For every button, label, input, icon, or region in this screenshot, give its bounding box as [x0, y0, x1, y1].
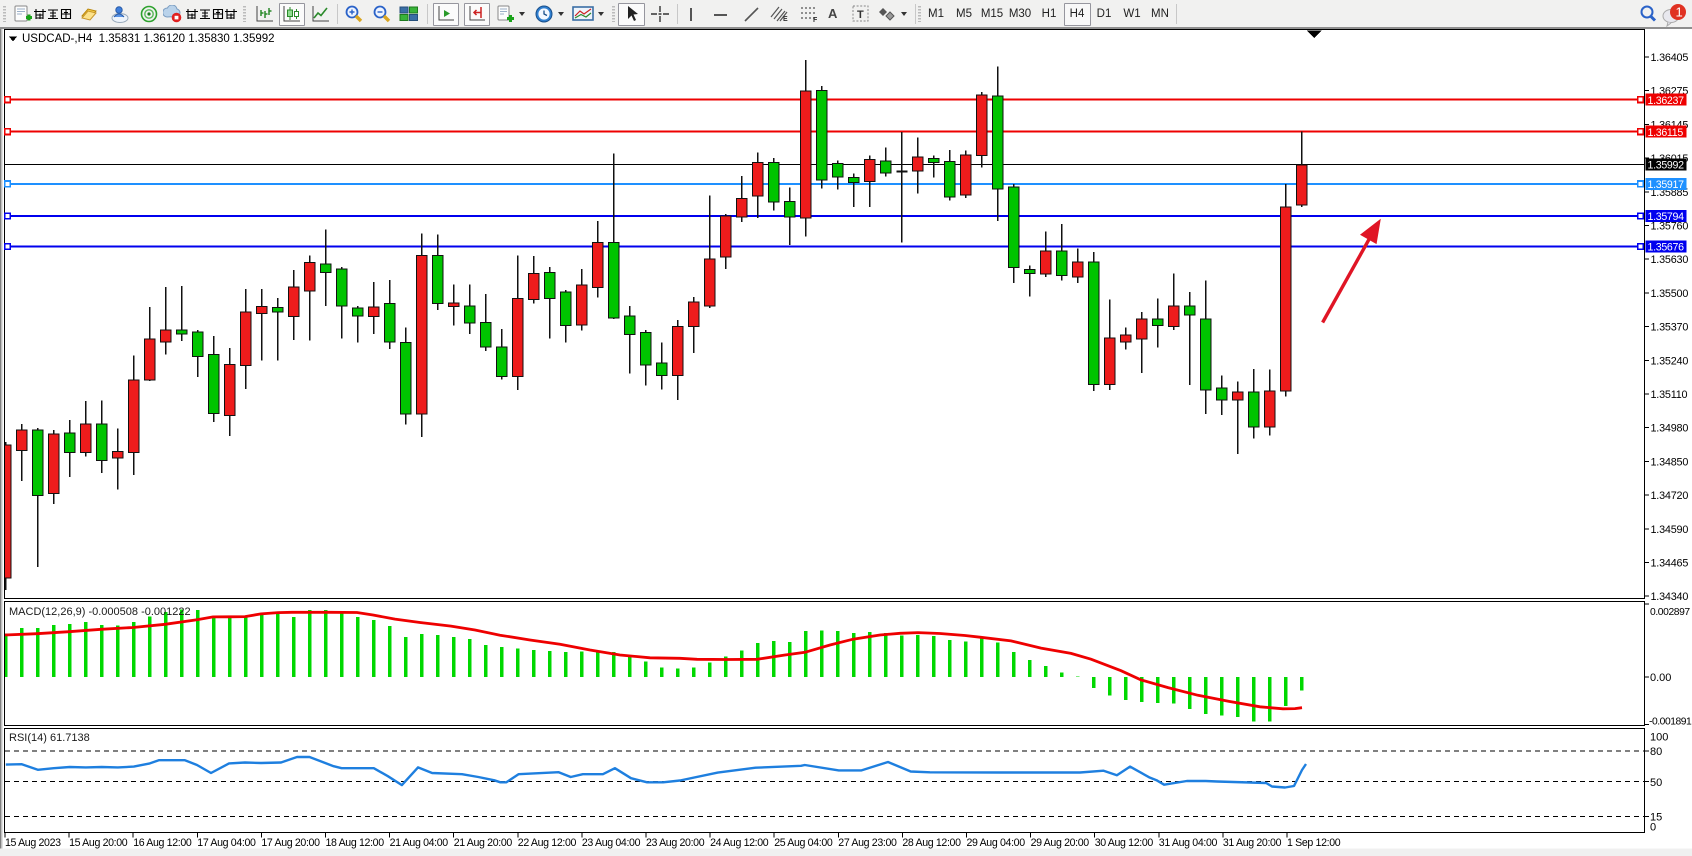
svg-text:RSI(14) 61.7138: RSI(14) 61.7138	[9, 732, 90, 744]
svg-text:23 Aug 20:00: 23 Aug 20:00	[646, 837, 705, 849]
svg-text:1.35240: 1.35240	[1651, 355, 1689, 367]
svg-text:17 Aug 20:00: 17 Aug 20:00	[261, 837, 320, 849]
svg-text:0.00: 0.00	[1650, 672, 1671, 684]
svg-text:15 Aug 2023: 15 Aug 2023	[5, 837, 61, 849]
svg-text:1.35917: 1.35917	[1648, 179, 1685, 191]
svg-text:30 Aug 12:00: 30 Aug 12:00	[1095, 837, 1154, 849]
svg-text:29 Aug 04:00: 29 Aug 04:00	[967, 837, 1026, 849]
svg-text:MACD(12,26,9) -0.000508 -0.001: MACD(12,26,9) -0.000508 -0.001222	[9, 606, 191, 618]
svg-text:1.35992: 1.35992	[1648, 160, 1685, 172]
svg-text:21 Aug 04:00: 21 Aug 04:00	[390, 837, 449, 849]
svg-text:1 Sep 12:00: 1 Sep 12:00	[1287, 837, 1341, 849]
svg-text:-0.001891: -0.001891	[1649, 717, 1692, 728]
svg-text:21 Aug 20:00: 21 Aug 20:00	[454, 837, 513, 849]
svg-text:1.35676: 1.35676	[1648, 242, 1685, 254]
svg-text:T: T	[857, 9, 864, 21]
svg-text:27 Aug 23:00: 27 Aug 23:00	[838, 837, 897, 849]
svg-text:28 Aug 12:00: 28 Aug 12:00	[902, 837, 961, 849]
svg-text:1.35370: 1.35370	[1651, 322, 1689, 334]
svg-text:0.002897: 0.002897	[1650, 607, 1690, 618]
svg-text:1.34850: 1.34850	[1651, 456, 1689, 468]
svg-text:1.36237: 1.36237	[1648, 95, 1685, 107]
svg-text:24 Aug 12:00: 24 Aug 12:00	[710, 837, 769, 849]
svg-text:1.34720: 1.34720	[1651, 490, 1689, 502]
svg-text:1: 1	[1676, 5, 1683, 20]
svg-text:80: 80	[1650, 746, 1662, 758]
svg-text:1.34980: 1.34980	[1651, 423, 1689, 435]
svg-text:E: E	[783, 16, 788, 23]
svg-text:1.34465: 1.34465	[1651, 558, 1689, 570]
svg-text:22 Aug 12:00: 22 Aug 12:00	[518, 837, 577, 849]
svg-text:100: 100	[1650, 732, 1668, 744]
svg-text:1.35500: 1.35500	[1651, 288, 1689, 300]
svg-text:USDCAD-,H4 1.35831 1.36120 1.: USDCAD-,H4 1.35831 1.36120 1.35830 1.359…	[22, 33, 275, 45]
svg-text:23 Aug 04:00: 23 Aug 04:00	[582, 837, 641, 849]
svg-text:15 Aug 20:00: 15 Aug 20:00	[69, 837, 128, 849]
svg-text:1.35110: 1.35110	[1651, 389, 1688, 401]
svg-text:1.34590: 1.34590	[1651, 524, 1689, 536]
svg-text:29 Aug 20:00: 29 Aug 20:00	[1031, 837, 1090, 849]
svg-text:0: 0	[1650, 822, 1656, 834]
svg-text:1.35794: 1.35794	[1648, 211, 1685, 223]
svg-text:50: 50	[1650, 777, 1662, 789]
svg-text:18 Aug 12:00: 18 Aug 12:00	[326, 837, 385, 849]
svg-text:1.35630: 1.35630	[1651, 254, 1689, 266]
svg-text:1.35760: 1.35760	[1651, 221, 1689, 233]
svg-text:F: F	[813, 17, 818, 23]
svg-text:1.36115: 1.36115	[1648, 127, 1684, 139]
svg-text:1.36405: 1.36405	[1651, 52, 1689, 64]
svg-text:15: 15	[1650, 812, 1662, 824]
svg-text:1.34340: 1.34340	[1651, 591, 1689, 603]
svg-text:25 Aug 04:00: 25 Aug 04:00	[774, 837, 833, 849]
svg-text:17 Aug 04:00: 17 Aug 04:00	[197, 837, 256, 849]
svg-text:16 Aug 12:00: 16 Aug 12:00	[133, 837, 192, 849]
svg-text:31 Aug 20:00: 31 Aug 20:00	[1223, 837, 1282, 849]
svg-text:31 Aug 04:00: 31 Aug 04:00	[1159, 837, 1218, 849]
